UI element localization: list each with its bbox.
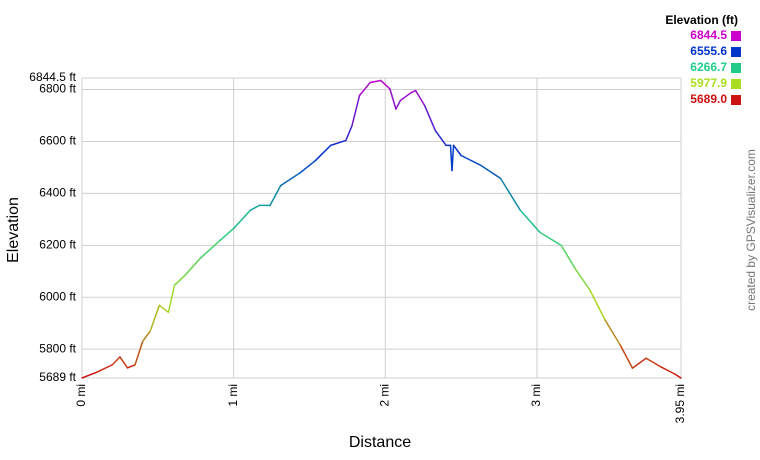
line-segment — [452, 144, 462, 157]
legend-swatch — [731, 31, 741, 41]
line-segment — [279, 171, 302, 187]
line-segment — [399, 91, 412, 102]
legend-label: 6844.5 — [690, 28, 727, 42]
line-segment — [660, 366, 676, 375]
x-tick-label: 0 mi — [74, 384, 88, 407]
line-segment — [329, 139, 347, 147]
line-segment — [414, 89, 426, 107]
legend-label: 6555.6 — [690, 44, 727, 58]
legend-swatch — [731, 47, 741, 57]
legend-label: 5689.0 — [690, 92, 727, 106]
line-segment — [480, 164, 502, 180]
line-segment — [379, 79, 391, 90]
line-segment — [141, 330, 151, 343]
line-segment — [423, 104, 437, 132]
x-tick-label: 3.95 mi — [673, 384, 687, 423]
y-tick-label: 6400 ft — [39, 186, 76, 200]
y-tick-label: 5800 ft — [39, 341, 76, 355]
legend-title: Elevation (ft) — [665, 13, 738, 27]
line-segment — [119, 356, 129, 369]
line-segment — [395, 99, 402, 110]
line-segment — [351, 94, 361, 127]
line-segment — [589, 289, 606, 321]
x-tick-label: 1 mi — [226, 384, 240, 407]
line-segment — [604, 319, 622, 347]
line-segment — [451, 144, 455, 172]
y-tick-label: 6800 ft — [39, 82, 76, 96]
y-tick-label: 6844.5 ft — [29, 70, 76, 84]
line-segment — [126, 364, 136, 369]
y-tick-label: 5689 ft — [39, 370, 76, 384]
line-segment — [184, 257, 202, 276]
line-segment — [369, 79, 382, 84]
line-segment — [314, 144, 332, 162]
line-segment — [199, 239, 221, 260]
line-segment — [499, 177, 522, 212]
y-tick-label: 6200 ft — [39, 238, 76, 252]
line-segment — [149, 304, 161, 332]
credit: created by GPSVisualizer.com — [744, 149, 758, 311]
line-segment — [299, 159, 317, 174]
line-segment — [619, 344, 634, 369]
line-segment — [81, 371, 98, 379]
line-segment — [345, 125, 353, 142]
line-segment — [158, 304, 170, 314]
line-segment — [134, 340, 144, 366]
legend-swatch — [731, 79, 741, 89]
line-segment — [232, 209, 252, 230]
line-segment — [434, 129, 447, 147]
legend-label: 6266.7 — [690, 60, 727, 74]
line-segment — [389, 88, 397, 110]
x-axis-label: Distance — [349, 434, 411, 451]
line-segment — [358, 81, 371, 97]
line-segment — [167, 284, 176, 314]
line-segment — [219, 227, 235, 242]
line-segment — [645, 357, 663, 368]
line-segment — [173, 274, 186, 287]
line-segment — [460, 154, 482, 167]
y-axis-label: Elevation — [5, 197, 22, 263]
legend-swatch — [731, 95, 741, 105]
x-tick-label: 3 mi — [529, 384, 543, 407]
line-segment — [269, 184, 282, 207]
x-tick-label: 2 mi — [377, 384, 391, 407]
line-segment — [96, 364, 114, 373]
line-segment — [111, 356, 121, 366]
line-segment — [560, 244, 576, 269]
line-segment — [249, 204, 261, 212]
legend-label: 5977.9 — [690, 76, 727, 90]
line-segment — [519, 209, 541, 234]
line-segment — [539, 231, 562, 247]
line-segment — [410, 89, 417, 94]
y-tick-label: 6600 ft — [39, 134, 76, 148]
legend-swatch — [731, 63, 741, 73]
y-tick-label: 6000 ft — [39, 289, 76, 303]
line-segment — [674, 373, 682, 379]
line-segment — [574, 267, 591, 291]
line-segment — [631, 357, 647, 369]
